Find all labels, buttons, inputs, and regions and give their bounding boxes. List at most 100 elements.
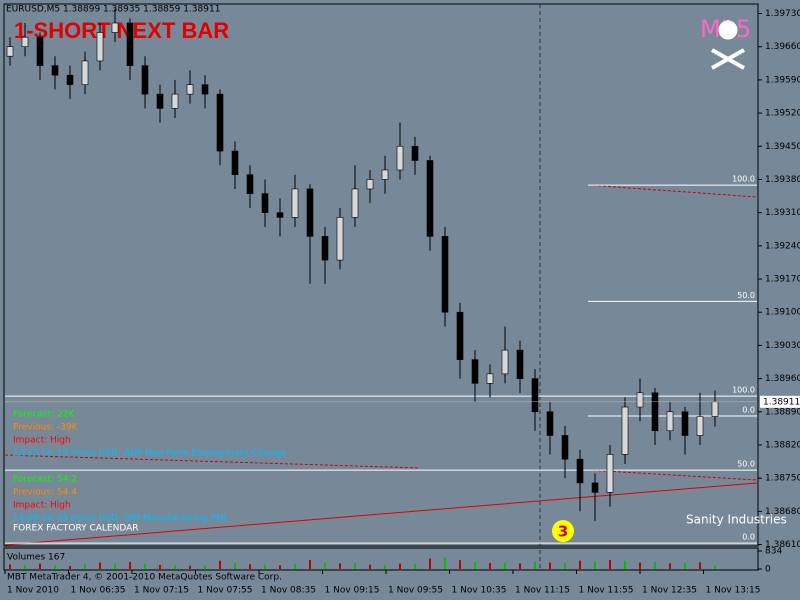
impact: Impact: High [13,501,71,511]
x-tick-label: 1 Nov 13:15 [706,586,761,596]
candle-body [336,217,344,261]
x-tick-label: 1 Nov 11:55 [579,586,634,596]
x-tick-label: 1 Nov 07:15 [134,586,189,596]
copyright: MBT MetaTrader 4, © 2001-2010 MetaQuotes… [7,573,282,583]
candle-body [696,416,704,436]
y-tick-label: 1.39590 [765,75,800,85]
price-frame [3,3,759,547]
fib-label: 0.0 [742,406,755,415]
volume-tick-label: 834 [765,547,782,557]
fib-label: 100.0 [732,386,755,395]
candle-body [636,392,644,408]
candle-body [6,46,14,57]
x-tick-label: 1 Nov 06:35 [71,586,126,596]
candle-body [21,36,29,48]
candle-body [36,36,44,66]
x-tick-label: 1 Nov 09:55 [388,586,443,596]
y-tick-label: 1.39310 [765,208,800,218]
event-title: 13:15 (in 15 mins) USD: ADP Non-Farm Emp… [13,449,286,459]
y-tick-label: 1.39170 [765,275,800,285]
x-tick-label: 1 Nov 08:35 [261,586,316,596]
previous: Previous: 54.4 [13,488,77,498]
candle-body [156,93,164,109]
x-tick-label: 1 Nov 11:15 [515,586,570,596]
dashed-trend [587,184,758,198]
candle-body [396,145,404,171]
candle-body [546,411,554,436]
y-tick-label: 1.39730 [765,9,800,19]
x-tick-label: 1 Nov 09:15 [325,586,380,596]
candle-body [276,212,284,218]
candle-body [66,74,74,85]
candle-body [171,93,179,109]
header: EURUSD,M5 1.38899 1.38935 1.38859 1.3891… [6,5,220,15]
impact: Impact: High [13,436,71,446]
candle-body [651,392,659,432]
y-tick-label: 1.38890 [765,407,800,417]
y-tick-label: 1.39240 [765,241,800,251]
candle-body [51,65,59,76]
candle-body [381,169,389,180]
candle-body [81,60,89,85]
event-title: 14:00 (in 45 mins) USD: ISM Manufacturin… [13,514,227,524]
candle-body [531,378,539,413]
calendar-footer: FOREX FACTORY CALENDAR [13,524,139,534]
candle-body [231,150,239,176]
fib-label: 100.0 [732,175,755,184]
x-tick-label: 1 Nov 10:35 [452,586,507,596]
signal-title: 1-SHORT NEXT BAR [14,18,229,43]
candle-body [141,65,149,95]
last-price-label: 1.38911 [763,397,800,407]
y-tick-label: 1.39520 [765,109,800,119]
candle-body [96,32,104,62]
bar-count-badge: 3 [558,523,568,541]
previous: Previous: -39K [13,423,79,433]
fib-label: 0.0 [742,533,755,542]
dashed-trend [587,469,758,481]
candle-body [201,84,209,95]
forecast: Forecast: 54.2 [13,475,77,485]
candle-body [516,349,524,379]
y-tick-label: 1.39100 [765,308,800,318]
candle-body [351,188,359,218]
x-tick-label: 1 Nov 07:55 [198,586,253,596]
candle-body [561,435,569,460]
y-tick-label: 1.39380 [765,175,800,185]
trend-line [4,482,758,546]
candle-body [591,482,599,493]
candle-body [711,401,719,417]
y-tick-label: 1.39660 [765,42,800,52]
volume-tick-label: 0 [765,565,771,575]
fib-label: 50.0 [737,460,755,469]
x-tick-label: 1 Nov 12:35 [642,586,697,596]
candle-body [126,22,134,66]
candle-body [486,373,494,384]
x-tick-label: 1 Nov 2010 [7,586,59,596]
candle-body [186,84,194,95]
y-tick-label: 1.39450 [765,142,800,152]
candle-body [576,458,584,484]
badge-circle [552,520,574,542]
y-tick-label: 1.38820 [765,440,800,450]
candle-body [621,406,629,455]
candle-body [471,359,479,384]
candle-body [426,160,434,237]
volume-frame [3,547,759,571]
candle-body [246,174,254,194]
forecast: Forecast: 22K [13,410,75,420]
candle-body [111,22,119,33]
candle-body [321,236,329,261]
candle-body [261,193,269,213]
candle-body [441,236,449,313]
candle-body [411,145,419,161]
skull [711,20,745,70]
brand: Sanity Industries [686,513,787,527]
y-tick-label: 1.38680 [765,507,800,517]
candle-body [501,349,509,375]
candle-body [456,311,464,360]
y-tick-label: 1.38960 [765,374,800,384]
y-tick-label: 1.39030 [765,341,800,351]
